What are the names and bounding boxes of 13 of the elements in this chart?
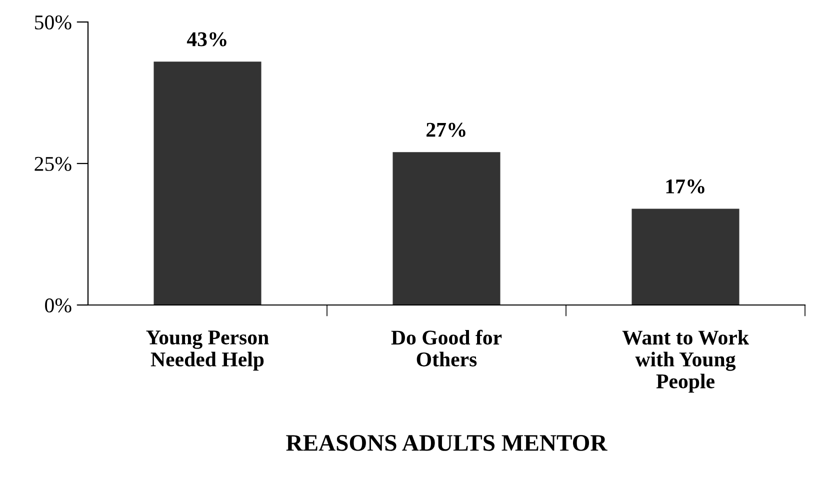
data-label: 27% bbox=[426, 122, 466, 137]
x-tick-label: Young Person Needed Help bbox=[146, 330, 269, 371]
y-tick-label: 0% bbox=[45, 298, 72, 312]
y-tick-label: 25% bbox=[34, 156, 72, 171]
y-tick-label: 50% bbox=[35, 15, 72, 30]
x-tick-label: Do Good for Others bbox=[391, 330, 502, 366]
data-label: 17% bbox=[666, 179, 704, 194]
x-axis-title: REASONS ADULTS MENTOR bbox=[286, 435, 608, 451]
bar bbox=[632, 208, 740, 305]
x-tick-label: Want to Work with Young People bbox=[622, 330, 749, 393]
bar bbox=[392, 152, 500, 305]
bar bbox=[154, 62, 262, 305]
data-label: 43% bbox=[186, 32, 226, 46]
